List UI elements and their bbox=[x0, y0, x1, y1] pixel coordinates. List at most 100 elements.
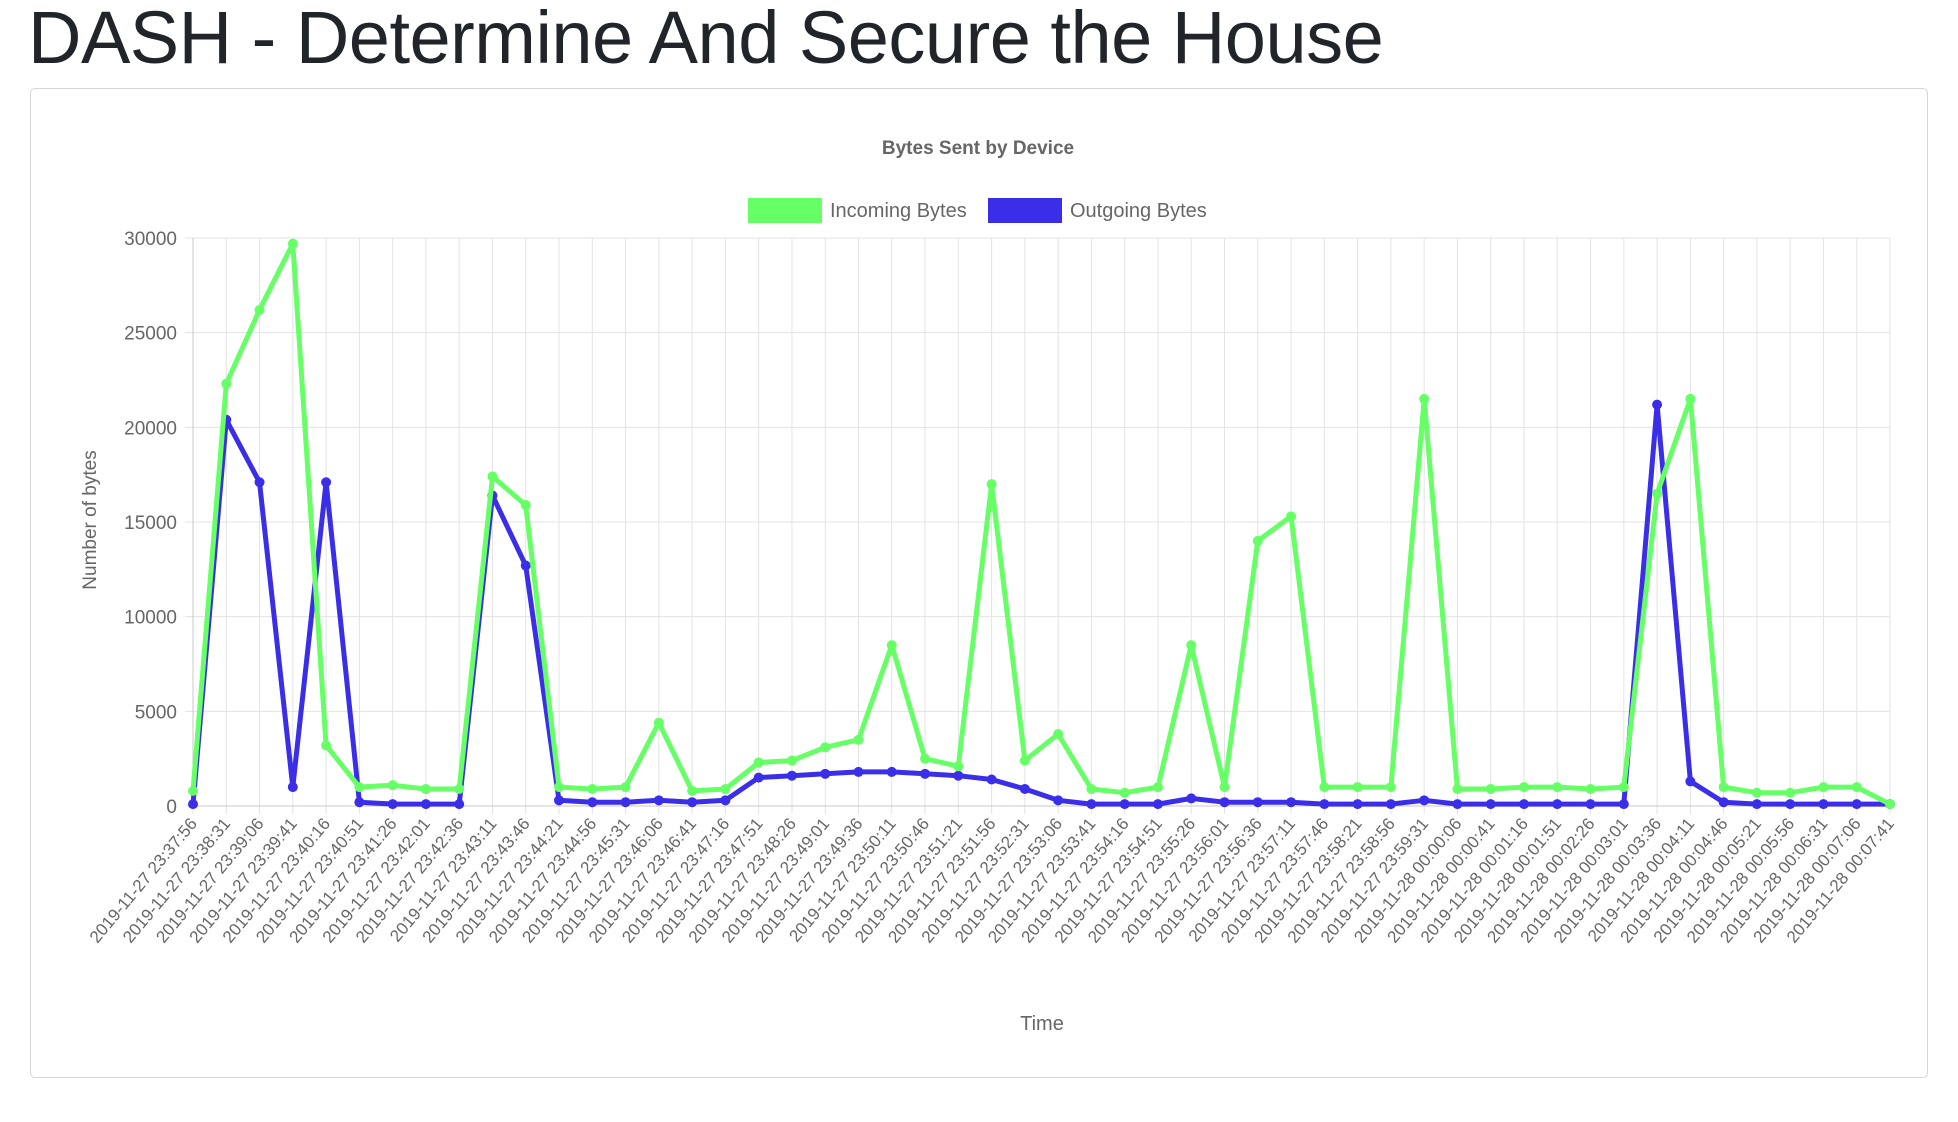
data-point-incoming[interactable] bbox=[1751, 787, 1762, 798]
data-point-incoming[interactable] bbox=[520, 499, 531, 510]
data-point-incoming[interactable] bbox=[1618, 782, 1629, 793]
data-point-incoming[interactable] bbox=[1652, 488, 1663, 499]
data-point-outgoing[interactable] bbox=[1286, 797, 1297, 808]
data-point-incoming[interactable] bbox=[1419, 393, 1430, 404]
data-point-outgoing[interactable] bbox=[1785, 799, 1796, 810]
data-point-incoming[interactable] bbox=[1219, 782, 1230, 793]
data-point-outgoing[interactable] bbox=[1685, 776, 1696, 787]
data-point-outgoing[interactable] bbox=[1652, 399, 1663, 410]
data-point-incoming[interactable] bbox=[1718, 782, 1729, 793]
data-point-outgoing[interactable] bbox=[620, 797, 631, 808]
data-point-outgoing[interactable] bbox=[1518, 799, 1529, 810]
data-point-incoming[interactable] bbox=[653, 717, 664, 728]
data-point-outgoing[interactable] bbox=[786, 770, 797, 781]
data-point-incoming[interactable] bbox=[687, 785, 698, 796]
data-point-outgoing[interactable] bbox=[587, 797, 598, 808]
data-point-incoming[interactable] bbox=[254, 304, 265, 315]
data-point-incoming[interactable] bbox=[720, 783, 731, 794]
data-point-outgoing[interactable] bbox=[1019, 783, 1030, 794]
data-point-outgoing[interactable] bbox=[1485, 799, 1496, 810]
data-point-incoming[interactable] bbox=[1485, 783, 1496, 794]
data-point-incoming[interactable] bbox=[1518, 782, 1529, 793]
data-point-outgoing[interactable] bbox=[653, 795, 664, 806]
data-point-incoming[interactable] bbox=[1352, 782, 1363, 793]
data-point-outgoing[interactable] bbox=[986, 774, 997, 785]
data-point-outgoing[interactable] bbox=[1585, 799, 1596, 810]
data-point-incoming[interactable] bbox=[387, 780, 398, 791]
legend-item-outgoing[interactable]: Outgoing Bytes bbox=[988, 198, 1207, 223]
data-point-incoming[interactable] bbox=[321, 740, 332, 751]
data-point-incoming[interactable] bbox=[1019, 755, 1030, 766]
data-point-incoming[interactable] bbox=[188, 785, 198, 796]
data-point-incoming[interactable] bbox=[587, 783, 598, 794]
data-point-outgoing[interactable] bbox=[1818, 799, 1829, 810]
data-point-outgoing[interactable] bbox=[1851, 799, 1862, 810]
data-point-outgoing[interactable] bbox=[1751, 799, 1762, 810]
data-point-incoming[interactable] bbox=[1053, 729, 1064, 740]
data-point-outgoing[interactable] bbox=[1352, 799, 1363, 810]
data-point-outgoing[interactable] bbox=[1086, 799, 1097, 810]
data-point-incoming[interactable] bbox=[1385, 782, 1396, 793]
data-point-incoming[interactable] bbox=[853, 734, 864, 745]
data-point-incoming[interactable] bbox=[354, 782, 365, 793]
data-point-incoming[interactable] bbox=[986, 479, 997, 490]
data-point-incoming[interactable] bbox=[1585, 783, 1596, 794]
data-point-outgoing[interactable] bbox=[254, 477, 265, 488]
data-point-incoming[interactable] bbox=[953, 761, 964, 772]
data-point-outgoing[interactable] bbox=[1552, 799, 1563, 810]
data-point-outgoing[interactable] bbox=[1385, 799, 1396, 810]
legend-item-incoming[interactable]: Incoming Bytes bbox=[748, 198, 967, 223]
data-point-incoming[interactable] bbox=[920, 753, 931, 764]
data-point-incoming[interactable] bbox=[753, 757, 764, 768]
data-point-incoming[interactable] bbox=[287, 238, 298, 249]
data-point-outgoing[interactable] bbox=[420, 799, 431, 810]
data-point-outgoing[interactable] bbox=[920, 768, 931, 779]
data-point-outgoing[interactable] bbox=[1053, 795, 1064, 806]
data-point-outgoing[interactable] bbox=[1152, 799, 1163, 810]
data-point-outgoing[interactable] bbox=[953, 770, 964, 781]
data-point-incoming[interactable] bbox=[487, 471, 498, 482]
data-point-incoming[interactable] bbox=[1319, 782, 1330, 793]
data-point-incoming[interactable] bbox=[1785, 787, 1796, 798]
data-point-incoming[interactable] bbox=[620, 782, 631, 793]
data-point-outgoing[interactable] bbox=[1618, 799, 1629, 810]
data-point-outgoing[interactable] bbox=[820, 768, 831, 779]
data-point-outgoing[interactable] bbox=[520, 560, 531, 571]
data-point-incoming[interactable] bbox=[420, 783, 431, 794]
data-point-outgoing[interactable] bbox=[886, 766, 897, 777]
data-point-outgoing[interactable] bbox=[1718, 797, 1729, 808]
data-point-incoming[interactable] bbox=[454, 783, 465, 794]
data-point-incoming[interactable] bbox=[554, 782, 565, 793]
data-point-incoming[interactable] bbox=[1119, 787, 1130, 798]
data-point-incoming[interactable] bbox=[1152, 782, 1163, 793]
data-point-outgoing[interactable] bbox=[554, 795, 565, 806]
data-point-incoming[interactable] bbox=[786, 755, 797, 766]
data-point-outgoing[interactable] bbox=[321, 477, 332, 488]
data-point-incoming[interactable] bbox=[1186, 640, 1197, 651]
data-point-outgoing[interactable] bbox=[1119, 799, 1130, 810]
data-point-outgoing[interactable] bbox=[753, 772, 764, 783]
data-point-incoming[interactable] bbox=[1885, 799, 1895, 810]
data-point-outgoing[interactable] bbox=[1319, 799, 1330, 810]
data-point-incoming[interactable] bbox=[1685, 393, 1696, 404]
data-point-outgoing[interactable] bbox=[188, 799, 198, 810]
data-point-outgoing[interactable] bbox=[287, 782, 298, 793]
data-point-incoming[interactable] bbox=[820, 742, 831, 753]
data-point-outgoing[interactable] bbox=[1219, 797, 1230, 808]
data-point-outgoing[interactable] bbox=[1252, 797, 1263, 808]
data-point-outgoing[interactable] bbox=[1419, 795, 1430, 806]
data-point-outgoing[interactable] bbox=[354, 797, 365, 808]
data-point-incoming[interactable] bbox=[1086, 783, 1097, 794]
data-point-outgoing[interactable] bbox=[720, 795, 731, 806]
data-point-incoming[interactable] bbox=[886, 640, 897, 651]
data-point-outgoing[interactable] bbox=[1186, 793, 1197, 804]
data-point-outgoing[interactable] bbox=[853, 766, 864, 777]
data-point-incoming[interactable] bbox=[1552, 782, 1563, 793]
data-point-incoming[interactable] bbox=[221, 378, 232, 389]
data-point-incoming[interactable] bbox=[1252, 535, 1263, 546]
data-point-outgoing[interactable] bbox=[454, 799, 465, 810]
data-point-outgoing[interactable] bbox=[1452, 799, 1463, 810]
data-point-outgoing[interactable] bbox=[387, 799, 398, 810]
data-point-incoming[interactable] bbox=[1452, 783, 1463, 794]
data-point-incoming[interactable] bbox=[1286, 511, 1297, 522]
